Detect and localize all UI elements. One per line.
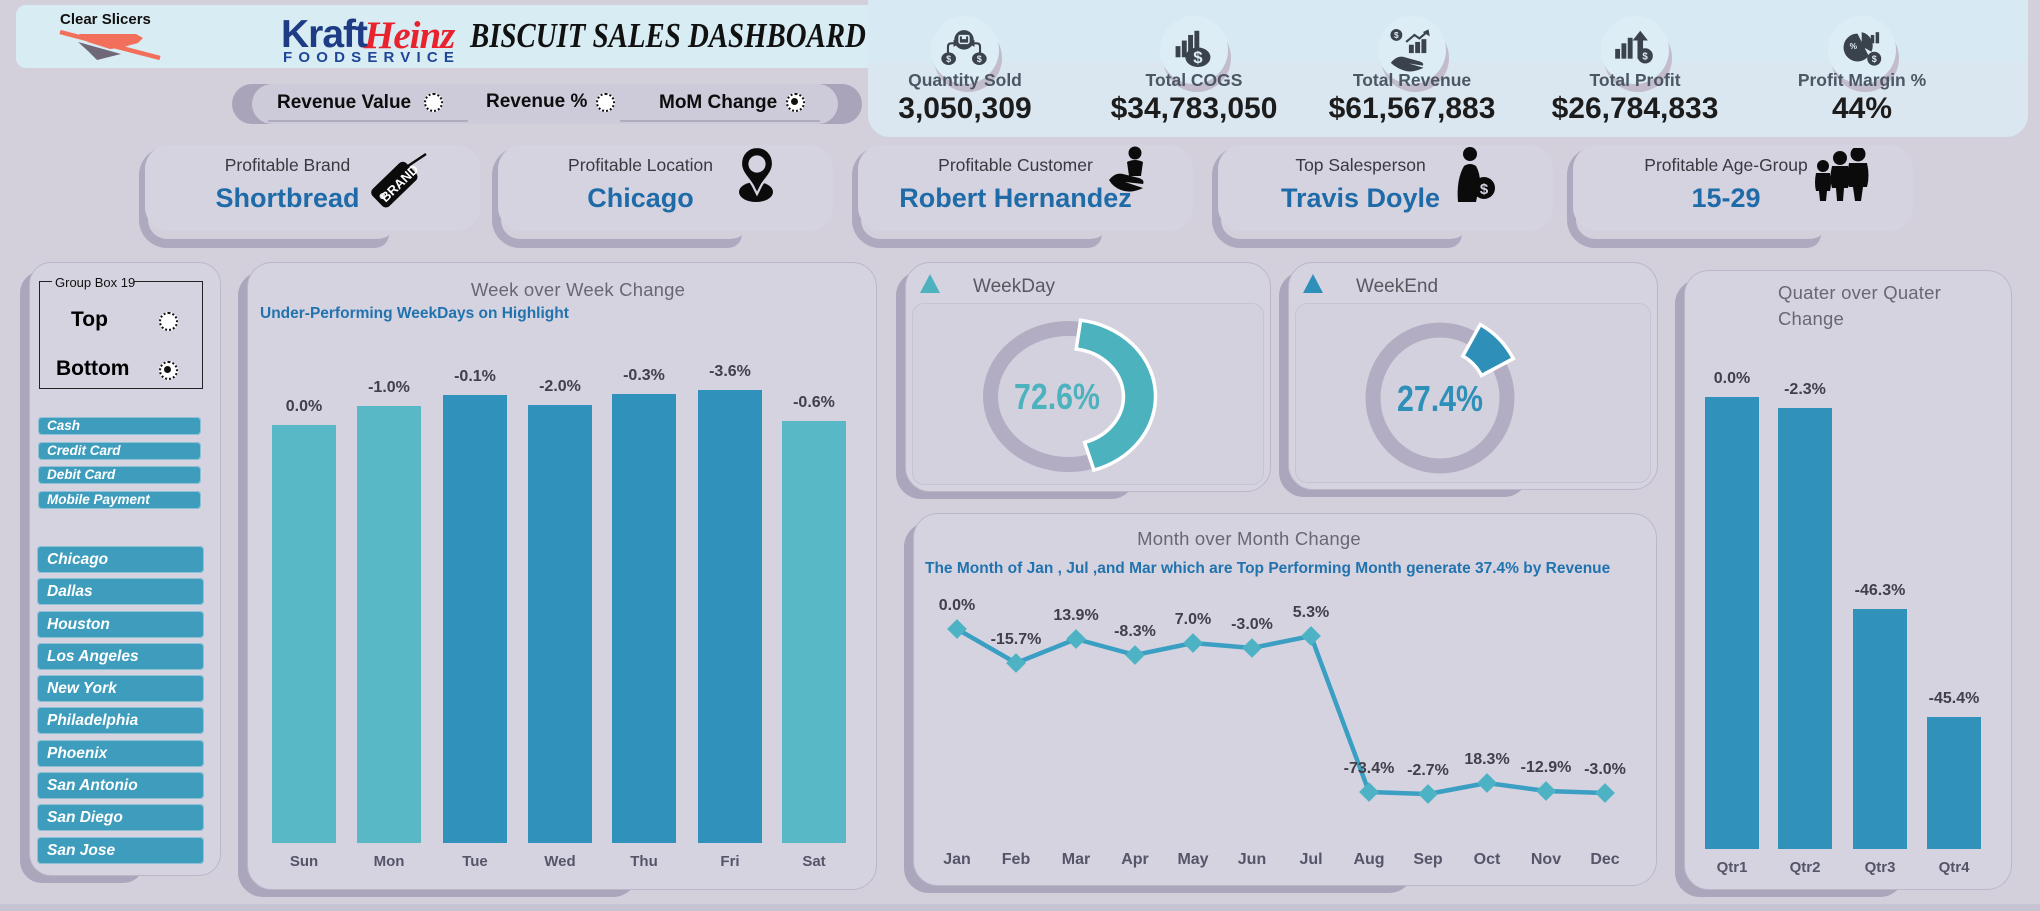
svg-text:%: % <box>1850 41 1858 51</box>
svg-text:$: $ <box>1193 48 1203 67</box>
svg-text:$: $ <box>1642 51 1648 62</box>
svg-text:$: $ <box>946 54 951 64</box>
svg-text:$: $ <box>1394 30 1399 40</box>
svg-text:27.4%: 27.4% <box>1397 378 1483 419</box>
svg-text:$: $ <box>1872 54 1877 64</box>
svg-text:72.6%: 72.6% <box>1014 376 1100 417</box>
svg-text:$: $ <box>1480 181 1489 198</box>
svg-text:$: $ <box>977 54 982 64</box>
